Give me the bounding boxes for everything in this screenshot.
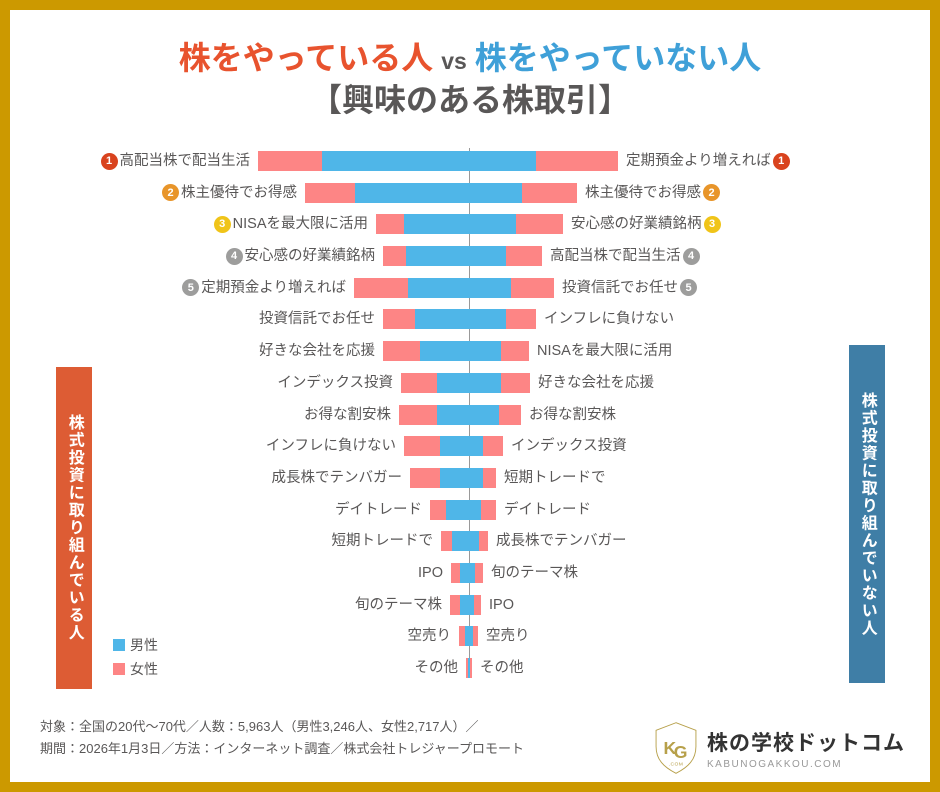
svg-text:G: G [674, 742, 688, 762]
svg-text:.COM: .COM [669, 762, 684, 768]
